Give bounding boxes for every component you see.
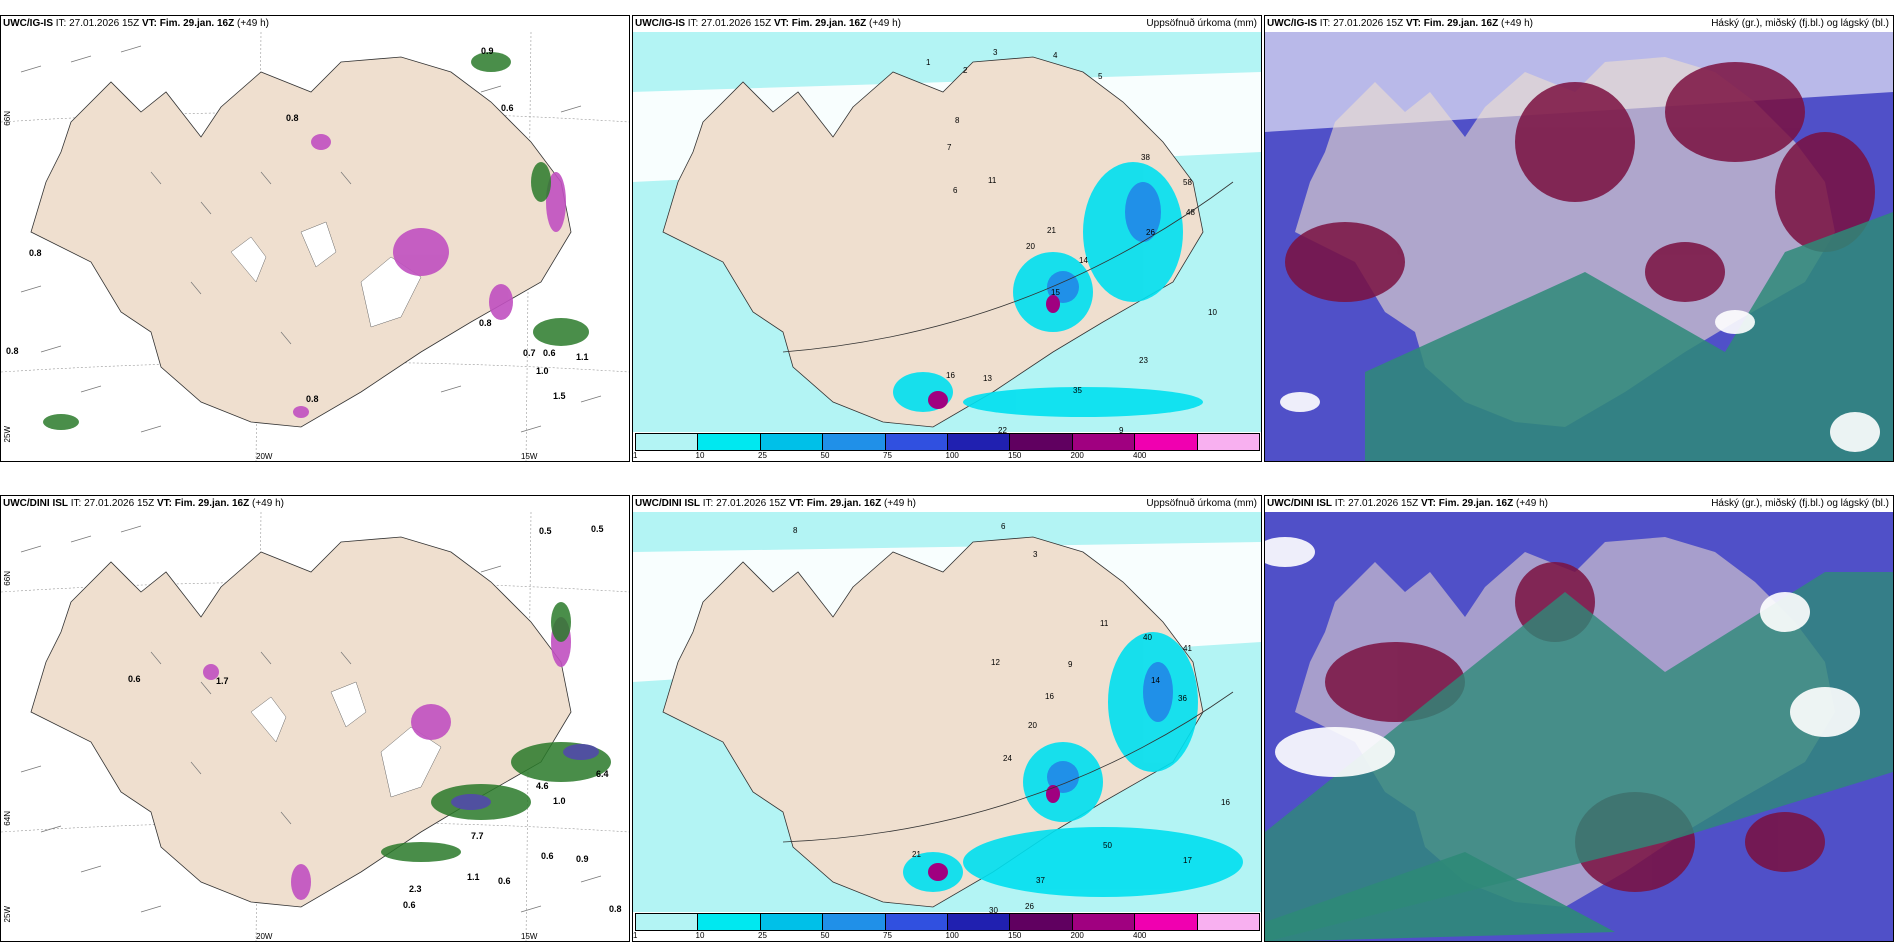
legend-swatch [1010,434,1073,450]
legend-tick-label: 100 [945,931,959,940]
iceland-land [30,536,572,908]
panel-header: UWC/DINI ISL IT: 27.01.2026 15Z VT: Fim.… [633,496,1261,512]
legend-ticks: 1 10 25 50 75 100 150 200 400 [633,931,1260,941]
lon-label-15: 15W [521,452,538,461]
value-label: 0.8 [6,346,19,356]
panel-title: Háský (gr.), miðský (fj.bl.) og lágský (… [1711,498,1889,509]
legend-tick-label: 10 [695,931,705,940]
value-label: 0.8 [286,113,299,123]
panel-top-left-wind: UWC/IG-IS IT: 27.01.2026 15Z VT: Fim. 29… [0,15,630,462]
legend-tick-label: 75 [883,931,892,940]
panel-bottom-right-clouds: UWC/DINI ISL IT: 27.01.2026 15Z VT: Fim.… [1264,495,1894,942]
panel-header: UWC/IG-IS IT: 27.01.2026 15Z VT: Fim. 29… [1265,16,1893,32]
legend-tick-label: 1 [633,451,638,460]
map-area [1,512,629,941]
value-label: 1.5 [553,391,566,401]
legend-swatch [1072,914,1136,930]
panel-bottom-left-wind: UWC/DINI ISL IT: 27.01.2026 15Z VT: Fim.… [0,495,630,942]
map-area [633,32,1261,432]
map-area [633,512,1261,912]
legend-colorbar [635,913,1260,931]
panel-title: Uppsöfnuð úrkoma (mm) [1146,498,1257,509]
value-label: 0.6 [501,103,514,113]
legend-swatch [948,434,1011,450]
value-label: 0.6 [543,348,556,358]
legend-swatch [698,914,761,930]
legend-swatch [636,914,699,930]
panel-header: UWC/DINI ISL IT: 27.01.2026 15Z VT: Fim.… [1265,496,1893,512]
legend-tick-label: 150 [1008,451,1022,460]
legend-swatch [1135,914,1198,930]
value-label: 0.8 [29,248,42,258]
legend-swatch [1010,914,1073,930]
value-label: 1.1 [576,352,589,362]
map-area [1265,512,1893,941]
iceland-land [30,56,572,428]
legend-swatch [885,434,949,450]
legend-swatch [760,914,824,930]
panel-title: Háský (gr.), miðský (fj.bl.) og lágský (… [1711,18,1889,29]
legend-swatch [1135,434,1198,450]
precip-legend: 1 10 25 50 75 100 150 200 400 [633,913,1260,941]
value-label: 0.8 [306,394,319,404]
legend-tick-label: 200 [1070,451,1084,460]
legend-tick-label: 50 [820,451,830,460]
map-area [1265,32,1893,461]
lon-label-20: 20W [256,452,273,461]
legend-swatch [1197,434,1260,450]
panel-top-right-clouds: UWC/IG-IS IT: 27.01.2026 15Z VT: Fim. 29… [1264,15,1894,462]
legend-tick-label: 400 [1133,931,1147,940]
legend-colorbar [635,433,1260,451]
legend-tick-label: 400 [1133,451,1147,460]
legend-tick-label: 25 [758,451,767,460]
panel-header: UWC/DINI ISL IT: 27.01.2026 15Z VT: Fim.… [1,496,629,512]
legend-tick-label: 1 [633,931,638,940]
legend-swatch [1197,914,1260,930]
legend-tick-label: 10 [695,451,705,460]
value-label: 0.9 [481,46,494,56]
legend-tick-label: 100 [945,451,959,460]
legend-swatch [823,914,886,930]
panel-bottom-mid-precip: UWC/DINI ISL IT: 27.01.2026 15Z VT: Fim.… [632,495,1262,942]
legend-tick-label: 150 [1008,931,1022,940]
legend-swatch [885,914,949,930]
model-name: UWC/IG-IS [3,18,53,29]
legend-swatch [1072,434,1136,450]
value-label: 0.7 [523,348,536,358]
precip-legend: 1 10 25 50 75 100 150 200 400 [633,433,1260,461]
legend-swatch [948,914,1011,930]
panel-title: Uppsöfnuð úrkoma (mm) [1146,18,1257,29]
value-label: 0.8 [479,318,492,328]
panel-top-mid-precip: UWC/IG-IS IT: 27.01.2026 15Z VT: Fim. 29… [632,15,1262,462]
panel-header: UWC/IG-IS IT: 27.01.2026 15Z VT: Fim. 29… [633,16,1261,32]
map-area [1,32,629,461]
legend-tick-label: 200 [1070,931,1084,940]
legend-swatch [823,434,886,450]
lat-label-66: 66N [3,111,12,126]
legend-swatch [760,434,824,450]
iceland-land [662,56,1204,428]
panel-header: UWC/IG-IS IT: 27.01.2026 15Z VT: Fim. 29… [1,16,629,32]
legend-swatch [698,434,761,450]
legend-tick-label: 50 [820,931,830,940]
legend-swatch [636,434,699,450]
legend-ticks: 1 10 25 50 75 100 150 200 400 [633,451,1260,461]
lat-label-25: 25W [3,426,12,443]
value-label: 1.0 [536,366,549,376]
legend-tick-label: 25 [758,931,767,940]
legend-tick-label: 75 [883,451,892,460]
